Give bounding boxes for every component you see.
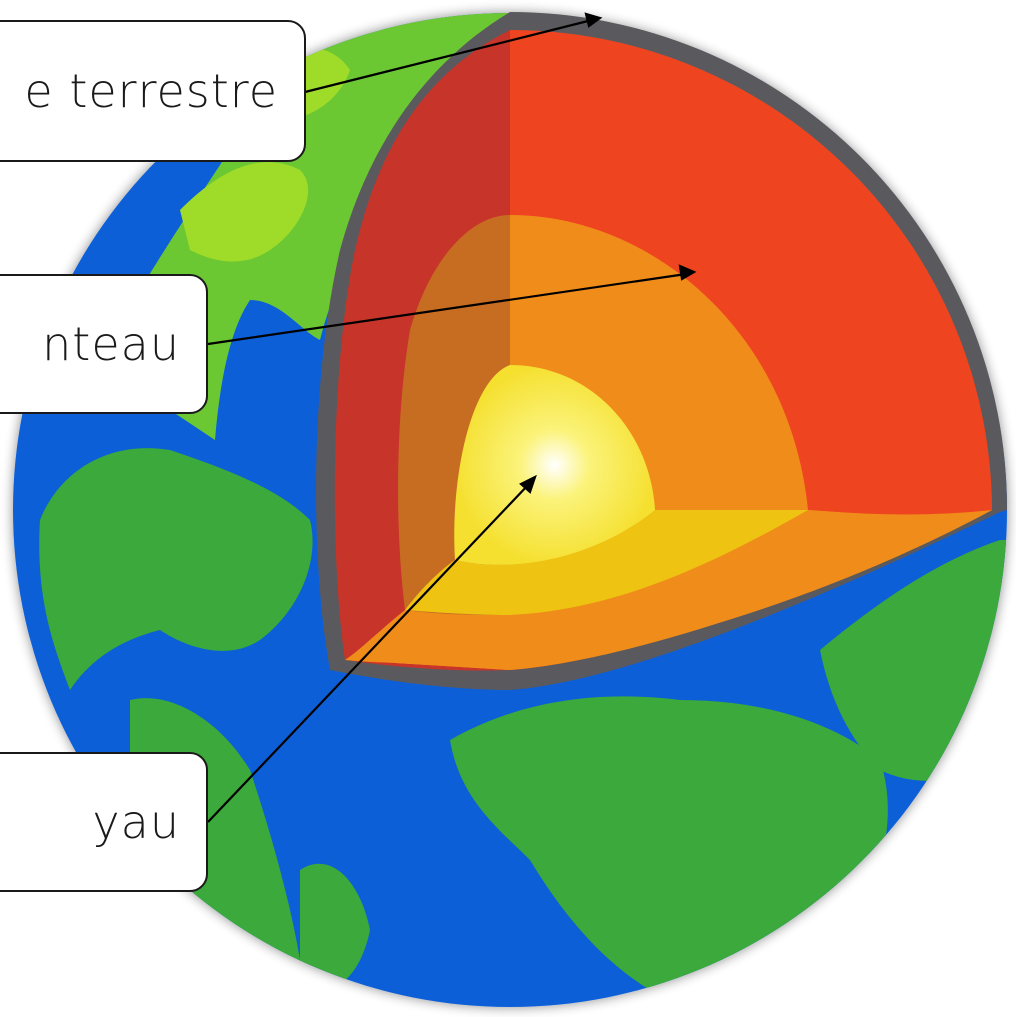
inner-core-layer [454, 365, 655, 565]
arrow-core [207, 483, 530, 823]
crust-label: e terrestre [0, 20, 306, 162]
arrow-mantle [207, 272, 687, 346]
land-africa [450, 696, 888, 993]
land-south-tip [300, 863, 370, 993]
earth-cutaway [316, 12, 1008, 690]
arrow-core-head [519, 474, 537, 494]
land-north-light [180, 162, 309, 262]
mantle-label: nteau [0, 274, 208, 414]
core-label-text: yau [92, 795, 180, 849]
inner-core-floor [405, 510, 808, 615]
core-label: yau [0, 752, 208, 892]
outer-core-floor-band [345, 510, 992, 670]
pointer-arrows [207, 12, 697, 823]
arrow-crust [304, 18, 593, 94]
land-americas [39, 448, 313, 690]
mantle-label-text: nteau [42, 317, 180, 371]
arrow-crust-head [584, 12, 603, 28]
crust-label-text: e terrestre [24, 64, 278, 118]
arrow-mantle-head [678, 264, 697, 281]
